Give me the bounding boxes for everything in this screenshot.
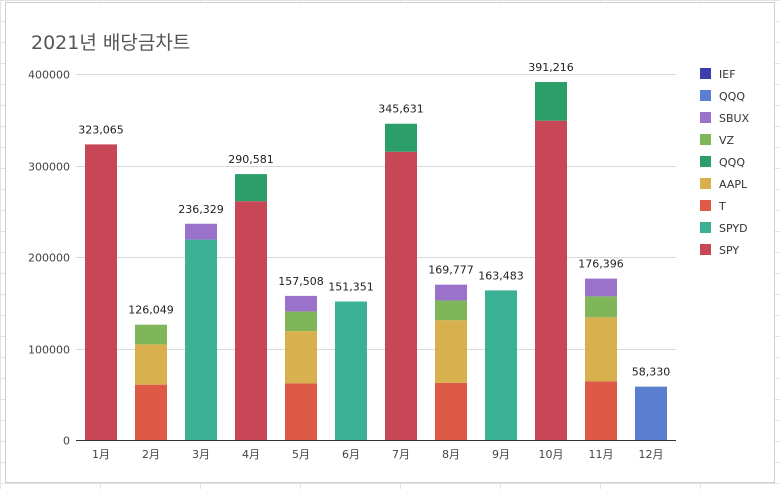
bar-total-label: 151,351 <box>328 281 374 294</box>
x-tick-label: 11月 <box>589 448 614 461</box>
legend-label: SPYD <box>719 222 748 235</box>
y-tick-label: 300000 <box>28 161 70 174</box>
x-tick-label: 9月 <box>492 448 510 461</box>
legend-label: QQQ <box>719 90 745 103</box>
bar-segment-qqq <box>635 386 667 440</box>
bar-segment-vz <box>135 324 167 345</box>
bar-total-label: 126,049 <box>128 304 174 317</box>
x-tick-label: 5月 <box>292 448 310 461</box>
bar-segment-spy <box>535 120 567 440</box>
bar-segment-sbux <box>585 278 617 297</box>
bar-total-label: 58,330 <box>632 366 671 379</box>
legend-swatch <box>700 112 711 123</box>
legend-swatch <box>700 222 711 233</box>
bar-total-label: 345,631 <box>378 103 424 116</box>
bar-segment-aapl <box>285 331 317 384</box>
bar-total-label: 391,216 <box>528 61 574 74</box>
bar-total-label: 176,396 <box>578 258 624 271</box>
bar-segment-qqq <box>235 174 267 202</box>
bar-segment-spyd <box>185 239 217 440</box>
legend-label: AAPL <box>719 178 748 191</box>
bar-segment-spy <box>85 144 117 441</box>
bar-total-label: 169,777 <box>428 264 474 277</box>
x-axis-ticks: 1月 2月 3月 4月 5月 6月 7月 8月 9月 10月 11月 12月 <box>92 448 664 461</box>
legend-label: T <box>718 200 726 213</box>
legend-swatch <box>700 244 711 255</box>
legend-swatch <box>700 90 711 101</box>
x-tick-label: 7月 <box>392 448 410 461</box>
bar-total-label: 290,581 <box>228 153 274 166</box>
y-tick-label: 200000 <box>28 252 70 265</box>
bar-total-label: 323,065 <box>78 123 124 136</box>
bar-segment-spy <box>235 201 267 440</box>
x-tick-label: 10月 <box>539 448 564 461</box>
chart-card: 2021년 배당금차트 0 100000 200000 300000 400000 32… <box>5 2 775 483</box>
x-tick-label: 8月 <box>442 448 460 461</box>
legend-swatch <box>700 178 711 189</box>
legend-label: SPY <box>719 244 739 257</box>
bar-segment-qqq <box>385 123 417 152</box>
bar-segment-t <box>285 383 317 440</box>
bar-segment-vz <box>435 300 467 321</box>
y-tick-label: 0 <box>63 435 70 448</box>
legend-swatch <box>700 200 711 211</box>
legend-label: IEF <box>719 68 736 81</box>
bar-segment-qqq <box>535 82 567 121</box>
legend: IEF QQQ SBUX VZ QQQ AAPL T SPYD SPY <box>700 68 750 257</box>
y-tick-label: 400000 <box>28 69 70 82</box>
y-tick-label: 100000 <box>28 344 70 357</box>
bar-total-label: 157,508 <box>278 275 324 288</box>
bar-segment-sbux <box>185 223 217 240</box>
bar-segment-spyd <box>335 301 367 440</box>
legend-label: VZ <box>719 134 735 147</box>
bar-segment-t <box>135 384 167 440</box>
bar-segment-spy <box>385 151 417 440</box>
bar-segment-vz <box>585 296 617 318</box>
x-tick-label: 6月 <box>342 448 360 461</box>
gridlines <box>76 74 676 350</box>
bar-segment-vz <box>285 311 317 332</box>
bar-segment-sbux <box>285 295 317 312</box>
bar-segment-aapl <box>135 344 167 385</box>
legend-swatch <box>700 134 711 145</box>
legend-label: SBUX <box>719 112 750 125</box>
total-labels: 323,065 126,049 236,329 290,581 157,508 151,3… <box>78 61 670 379</box>
x-tick-label: 12月 <box>639 448 664 461</box>
x-tick-label: 1月 <box>92 448 110 461</box>
chart-svg: 2021년 배당금차트 0 100000 200000 300000 400000 32… <box>28 32 750 461</box>
x-tick-label: 2月 <box>142 448 160 461</box>
bar-segment-sbux <box>435 284 467 301</box>
y-axis-ticks: 0 100000 200000 300000 400000 <box>28 69 70 448</box>
x-tick-label: 3月 <box>192 448 210 461</box>
chart-title: 2021년 배당금차트 <box>31 32 190 54</box>
bar-segment-t <box>435 382 467 440</box>
bar-segment-t <box>585 381 617 440</box>
bar-total-label: 163,483 <box>478 269 524 282</box>
legend-label: QQQ <box>719 156 745 169</box>
legend-swatch <box>700 68 711 79</box>
bar-total-label: 236,329 <box>178 203 224 216</box>
bar-segment-aapl <box>435 320 467 383</box>
legend-swatch <box>700 156 711 167</box>
bar-segment-aapl <box>585 317 617 382</box>
x-tick-label: 4月 <box>242 448 260 461</box>
bars <box>85 82 667 441</box>
bar-segment-spyd <box>485 290 517 440</box>
